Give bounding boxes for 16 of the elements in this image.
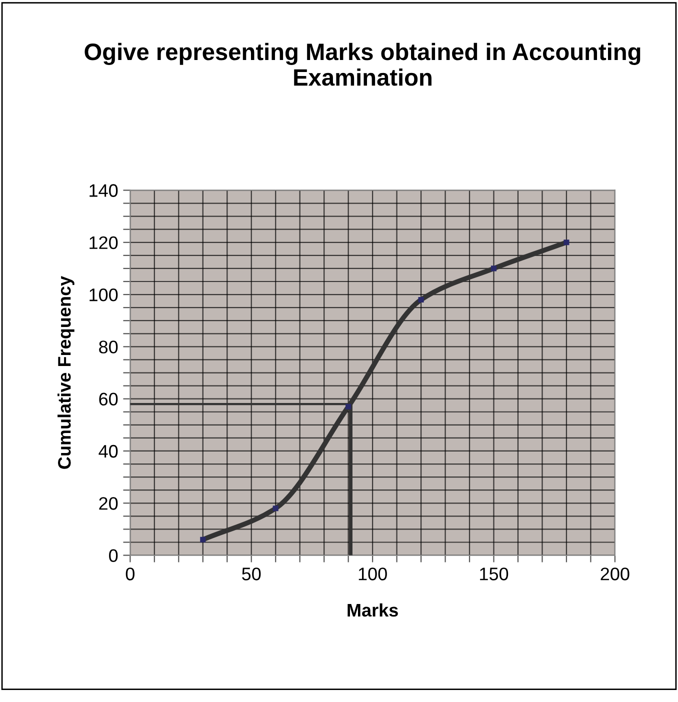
y-axis-title: Cumulative Frequency [58, 276, 74, 469]
y-tick-label: 60 [99, 392, 118, 406]
y-tick-label: 140 [90, 184, 118, 197]
x-tick-label: 50 [242, 568, 261, 580]
x-tick-label: 200 [600, 568, 630, 580]
x-axis-title: Marks [348, 603, 398, 617]
y-tick-label: 0 [109, 549, 118, 562]
y-tick-label: 20 [99, 497, 118, 510]
y-tick-label: 40 [98, 444, 118, 458]
y-tick-label: 80 [99, 340, 118, 354]
x-tick-label: 150 [480, 568, 508, 580]
y-tick-label: 100 [90, 288, 118, 302]
chart-title: Ogive representing Marks obtained in Accounting Examination [84, 42, 640, 86]
y-tick-label: 120 [90, 236, 118, 250]
x-tick-label: 100 [358, 568, 387, 580]
x-tick-label: 0 [126, 568, 134, 580]
